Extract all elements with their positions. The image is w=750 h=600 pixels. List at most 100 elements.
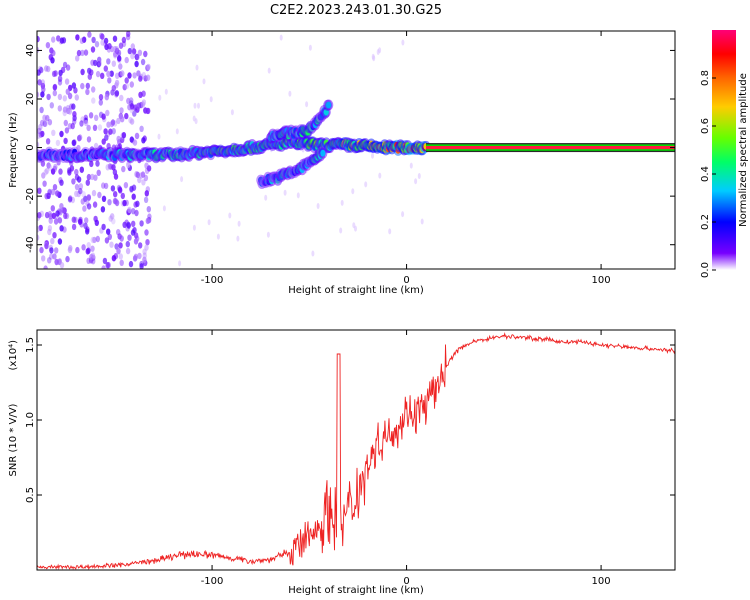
- y-tick-label: -40: [25, 237, 36, 253]
- noise-speckle: [45, 114, 50, 122]
- noise-speckle: [117, 55, 122, 62]
- colorbar-tick-label: 0.4: [700, 166, 711, 182]
- noise-speckle: [40, 91, 45, 98]
- noise-speckle: [37, 91, 40, 98]
- noise-speckle: [39, 246, 44, 254]
- noise-speckle: [339, 227, 343, 234]
- noise-speckle: [107, 163, 113, 170]
- noise-speckle: [340, 199, 344, 206]
- colorbar-tick-label: 0.8: [700, 70, 711, 86]
- noise-speckle: [86, 242, 91, 249]
- noise-speckle: [118, 253, 124, 260]
- noise-speckle: [126, 31, 131, 37]
- noise-speckle: [118, 63, 123, 70]
- noise-speckle: [90, 236, 96, 244]
- noise-speckle: [75, 55, 80, 62]
- noise-speckle: [114, 90, 120, 97]
- noise-speckle: [131, 208, 136, 215]
- noise-speckle: [40, 130, 45, 138]
- noise-speckle: [51, 129, 56, 136]
- noise-speckle: [53, 70, 58, 77]
- noise-speckle: [93, 142, 99, 150]
- colorbar-ticks: 0.0 0.2 0.4 0.6 0.8: [700, 70, 716, 278]
- x-tick-label: 100: [592, 576, 611, 587]
- noise-speckle: [74, 94, 80, 101]
- noise-speckle: [52, 253, 57, 260]
- noise-speckle: [51, 36, 56, 43]
- noise-speckle: [42, 120, 47, 128]
- noise-speckle: [85, 228, 90, 235]
- noise-speckle: [144, 167, 150, 174]
- noise-speckle: [311, 250, 315, 257]
- noise-speckle: [111, 128, 116, 135]
- noise-speckle: [135, 200, 140, 207]
- noise-speckle: [101, 195, 107, 202]
- colorbar: 0.0 0.2 0.4 0.6 0.8 Normalized spectral ampl…: [700, 30, 749, 278]
- noise-speckle: [121, 36, 127, 44]
- noise-speckle: [125, 247, 131, 255]
- steady-line-core: [426, 145, 675, 150]
- noise-speckle: [110, 213, 115, 220]
- noise-speckle: [114, 79, 120, 87]
- noise-speckle: [129, 136, 134, 143]
- noise-speckle: [118, 242, 123, 249]
- noise-speckle: [178, 260, 182, 267]
- noise-speckle: [92, 201, 98, 208]
- noise-speckle: [59, 203, 64, 210]
- noise-speckle: [197, 102, 200, 109]
- noise-speckle: [57, 79, 63, 86]
- noise-speckle: [414, 178, 418, 185]
- noise-speckle: [46, 65, 51, 73]
- noise-speckle: [79, 166, 85, 173]
- noise-speckle: [71, 103, 76, 110]
- noise-speckle: [94, 219, 100, 226]
- noise-speckle: [74, 168, 79, 176]
- noise-speckle: [51, 212, 56, 219]
- noise-speckle: [118, 42, 124, 49]
- noise-speckle: [78, 183, 84, 190]
- noise-speckle: [47, 225, 53, 232]
- noise-speckle: [90, 245, 95, 252]
- noise-speckle: [96, 169, 101, 176]
- noise-speckle: [81, 191, 86, 198]
- noise-speckle: [114, 46, 120, 53]
- noise-speckle: [85, 82, 91, 90]
- noise-speckle: [131, 184, 137, 191]
- noise-speckle: [308, 44, 312, 51]
- noise-speckle: [69, 103, 74, 110]
- noise-speckle: [83, 119, 89, 127]
- noise-speckle: [67, 123, 73, 130]
- noise-speckle: [91, 86, 96, 93]
- noise-speckle: [114, 91, 119, 98]
- noise-speckle: [53, 218, 59, 225]
- noise-speckle: [48, 54, 53, 61]
- noise-speckle: [101, 113, 106, 120]
- noise-speckle: [115, 72, 120, 80]
- noise-speckle: [131, 220, 136, 227]
- noise-speckle: [86, 136, 92, 143]
- noise-speckle: [111, 255, 117, 262]
- noise-speckle: [228, 212, 232, 219]
- noise-speckle: [37, 79, 42, 86]
- noise-speckle: [376, 49, 380, 55]
- noise-speckle: [110, 185, 116, 192]
- noise-speckle: [72, 111, 77, 118]
- noise-speckle: [131, 193, 136, 200]
- noise-speckle: [81, 36, 87, 43]
- noise-speckle: [119, 107, 124, 114]
- noise-speckle: [42, 114, 47, 122]
- snr-y-ticks: 0.5 1.0 1.5: [25, 337, 675, 503]
- noise-speckle: [288, 90, 292, 97]
- x-tick-label: 100: [592, 275, 611, 286]
- noise-speckle: [49, 188, 55, 195]
- noise-speckle: [113, 173, 119, 180]
- noise-speckle: [89, 160, 94, 168]
- noise-speckle: [84, 217, 89, 224]
- noise-speckle: [124, 56, 129, 64]
- noise-speckle: [230, 109, 234, 116]
- noise-speckle: [127, 104, 132, 111]
- noise-speckle: [80, 82, 85, 90]
- noise-speckle: [107, 199, 112, 206]
- noise-speckle: [106, 70, 111, 78]
